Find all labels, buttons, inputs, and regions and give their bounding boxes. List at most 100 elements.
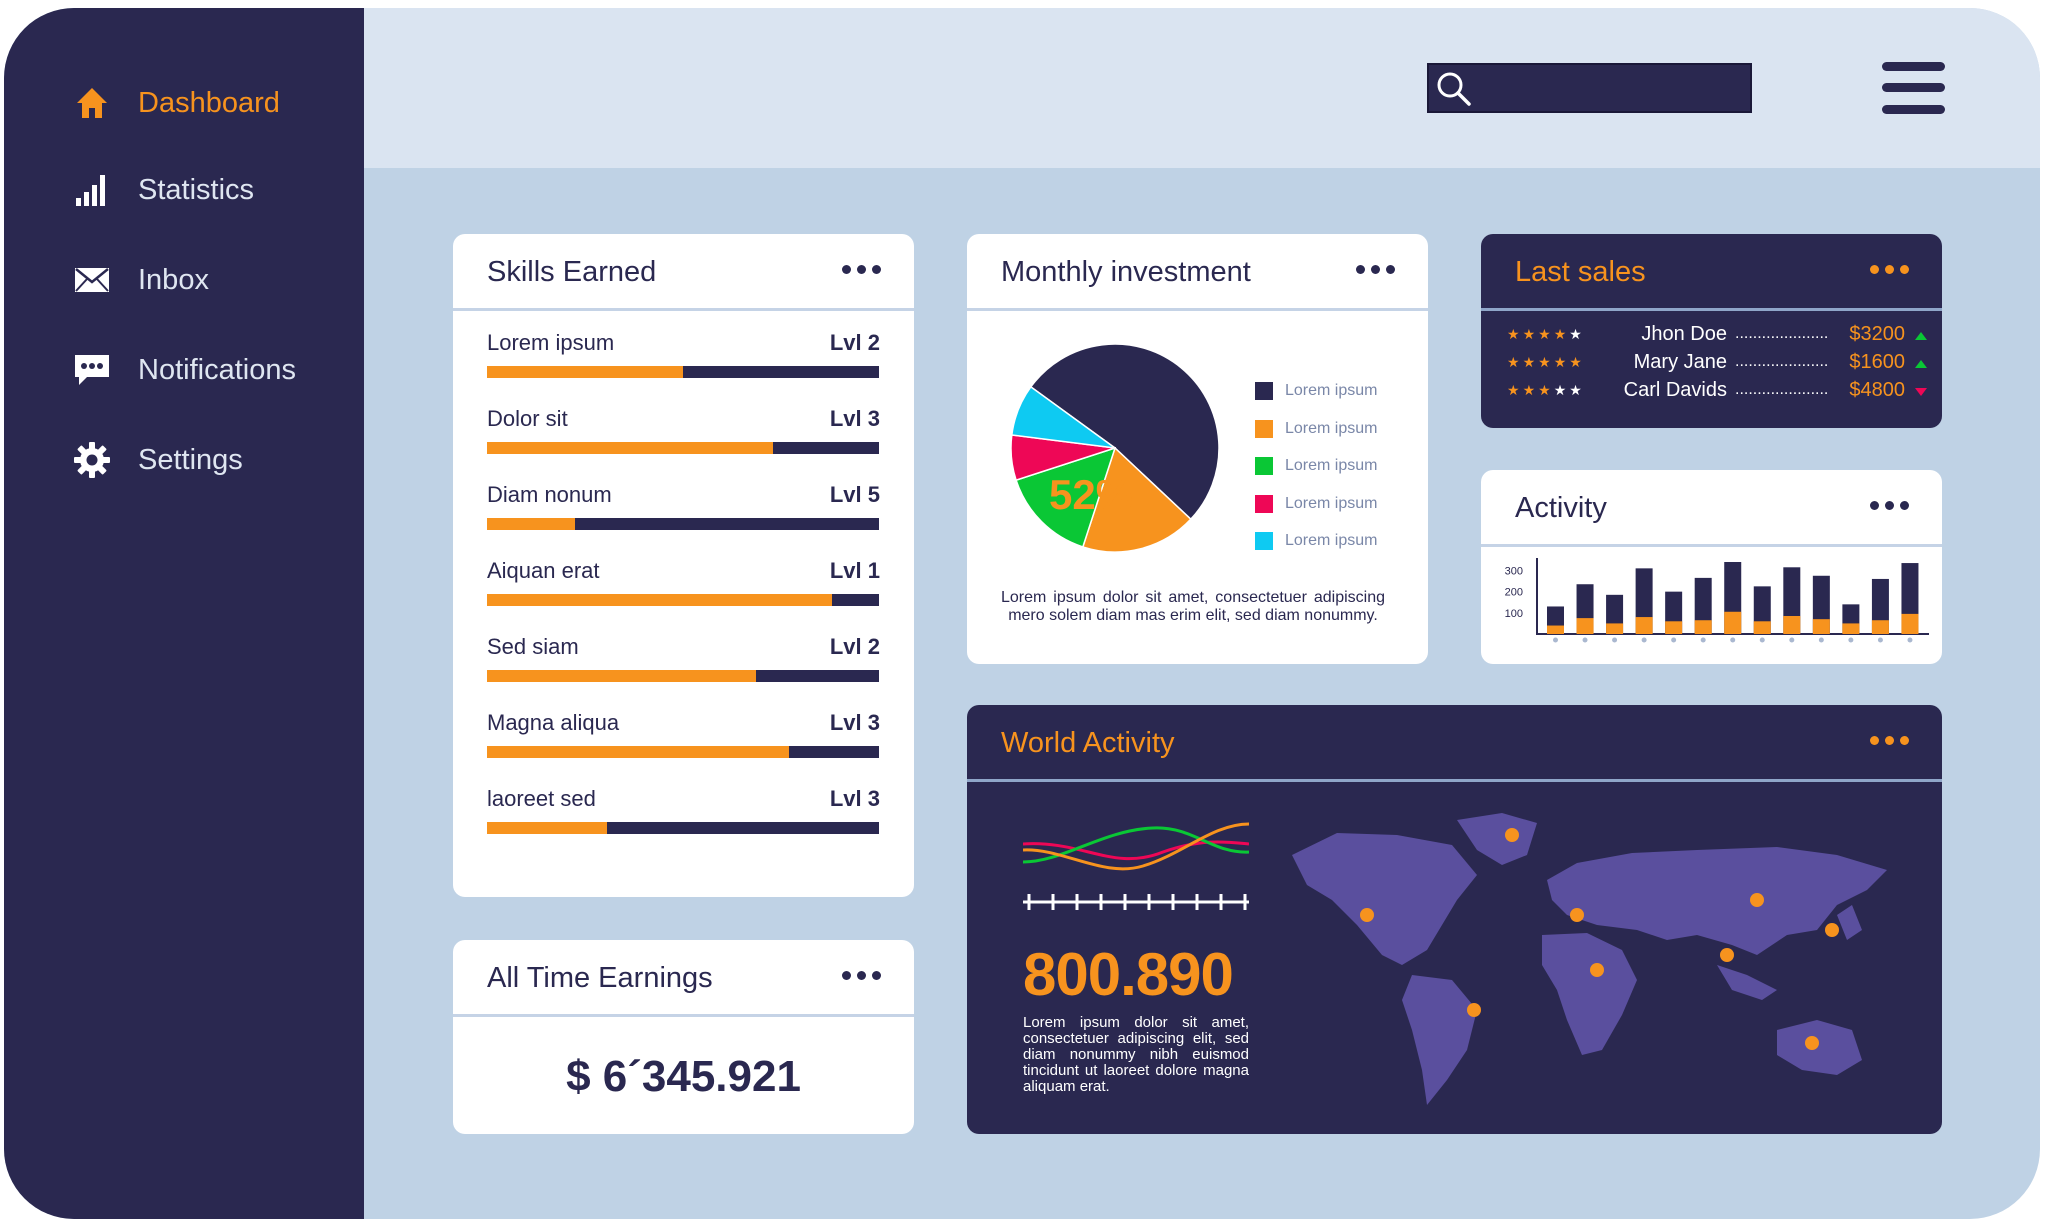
sales-row[interactable]: ★★★★★ Jhon Doe..................... $3200 — [1507, 320, 1927, 348]
sidebar-item-settings[interactable]: Settings — [72, 435, 243, 485]
x-tick-dot — [1671, 637, 1677, 643]
y-tick-label: 300 — [1505, 565, 1523, 577]
legend-item: Lorem ipsum — [1255, 531, 1377, 551]
activity-bar-segment — [1812, 619, 1830, 634]
activity-bar-segment — [1665, 621, 1683, 634]
skill-level: Lvl 3 — [829, 710, 880, 735]
more-options-icon[interactable] — [1870, 734, 1910, 748]
card-title: Skills Earned — [487, 256, 657, 288]
legend-swatch — [1255, 532, 1273, 550]
activity-bar-segment — [1871, 620, 1889, 634]
top-bar — [364, 8, 2040, 168]
activity-bar-segment — [1724, 611, 1742, 634]
skill-progress-bar — [487, 670, 879, 682]
skill-progress-fill — [487, 518, 576, 530]
star-icon: ★ — [1538, 353, 1554, 370]
legend-swatch — [1255, 494, 1273, 513]
skill-progress-fill — [487, 746, 789, 758]
star-icon: ★ — [1569, 325, 1585, 342]
dot-leader: ..................... — [1735, 353, 1829, 370]
sales-amount: $1600 — [1849, 350, 1905, 373]
legend-label: Lorem ipsum — [1285, 457, 1378, 474]
legend-item: Lorem ipsum — [1255, 456, 1377, 476]
sidebar-item-label: Dashboard — [138, 86, 280, 119]
x-tick-dot — [1641, 637, 1647, 643]
more-options-icon[interactable] — [842, 969, 882, 983]
skills-card: Skills Earned Lorem ipsum Lvl 2 Dolor sit L… — [453, 234, 914, 897]
skill-label: Dolor sit — [487, 406, 568, 431]
skill-label: Diam nonum — [487, 482, 612, 507]
trend-down-icon — [1915, 379, 1927, 402]
trend-up-icon — [1915, 323, 1927, 346]
x-tick-dot — [1907, 637, 1913, 643]
activity-bar-segment — [1547, 625, 1564, 634]
sidebar-item-dashboard[interactable]: Dashboard — [72, 78, 280, 128]
investment-description: Lorem ipsum dolor sit amet, consectetuer… — [1001, 589, 1385, 624]
skill-level: Lvl 2 — [829, 634, 880, 659]
skill-label: laoreet sed — [487, 786, 596, 811]
bar-chart-icon — [72, 170, 112, 210]
star-rating: ★★★★★ — [1507, 354, 1607, 371]
activity-bar-segment — [1783, 616, 1801, 634]
skill-progress-bar — [487, 442, 879, 454]
hamburger-menu-icon[interactable] — [1882, 62, 1945, 116]
x-tick-dot — [1582, 637, 1588, 643]
legend-swatch — [1255, 457, 1273, 475]
sidebar-item-notifications[interactable]: Notifications — [72, 345, 296, 395]
sidebar-item-inbox[interactable]: Inbox — [72, 255, 209, 305]
legend-item: Lorem ipsum — [1255, 419, 1377, 439]
search-input[interactable] — [1427, 63, 1752, 113]
star-icon: ★ — [1538, 381, 1554, 398]
more-options-icon[interactable] — [1870, 499, 1910, 513]
pie-slice — [1081, 446, 1192, 553]
skill-level: Lvl 5 — [829, 482, 880, 507]
skill-label: Lorem ipsum — [487, 330, 615, 355]
activity-bar-chart: 100 200 300 — [1505, 558, 1929, 643]
pie-center-label: 52% — [1049, 471, 1134, 518]
pie-chart — [1010, 343, 1220, 553]
sidebar: Dashboard Statistics Inbox Notifications — [4, 8, 364, 1219]
envelope-icon — [72, 260, 112, 300]
more-options-icon[interactable] — [842, 263, 882, 277]
skill-progress-fill — [487, 366, 683, 378]
activity-bar — [1694, 577, 1712, 634]
investment-card: Monthly investment 52% Lorem ipsum Lorem … — [967, 234, 1428, 664]
sidebar-item-statistics[interactable]: Statistics — [72, 165, 254, 215]
more-options-icon[interactable] — [1870, 263, 1910, 277]
dashboard-frame: Dashboard Statistics Inbox Notifications — [4, 8, 2040, 1219]
legend-label: Lorem ipsum — [1285, 532, 1378, 549]
legend-label: Lorem ipsum — [1285, 382, 1378, 399]
trend-lines-chart — [1023, 822, 1249, 910]
star-icon: ★ — [1569, 381, 1585, 398]
star-icon: ★ — [1553, 381, 1570, 398]
star-icon: ★ — [1522, 325, 1539, 342]
activity-bar-segment — [1901, 613, 1919, 634]
legend-label: Lorem ipsum — [1285, 419, 1378, 437]
more-options-icon[interactable] — [1356, 263, 1396, 277]
earnings-value: $ 6´345.921 — [566, 1052, 801, 1101]
legend-label: Lorem ipsum — [1285, 494, 1378, 512]
star-rating: ★★★★★ — [1507, 326, 1607, 343]
x-tick-dot — [1730, 637, 1736, 643]
activity-card: Activity 100 200 300 — [1481, 470, 1942, 664]
star-icon: ★ — [1538, 325, 1554, 342]
sales-row[interactable]: ★★★★★ Carl Davids..................... $48… — [1507, 376, 1927, 404]
skill-level: Lvl 3 — [829, 786, 880, 811]
legend-swatch — [1255, 382, 1273, 400]
skill-progress-bar — [487, 594, 879, 606]
card-title: Last sales — [1515, 256, 1646, 288]
skill-level: Lvl 1 — [829, 558, 880, 583]
sidebar-item-label: Statistics — [138, 173, 255, 206]
sales-amount: $4800 — [1849, 378, 1905, 401]
chat-bubble-icon — [72, 350, 112, 390]
sales-row[interactable]: ★★★★★ Mary Jane..................... $1600 — [1507, 348, 1927, 376]
card-title: All Time Earnings — [487, 962, 713, 994]
sidebar-item-label: Settings — [138, 443, 243, 476]
sidebar-item-label: Inbox — [138, 263, 209, 296]
x-tick-dot — [1612, 637, 1618, 643]
y-tick-label: 200 — [1505, 587, 1523, 599]
card-title: Activity — [1515, 492, 1607, 524]
world-activity-description: Lorem ipsum dolor sit amet, consectetuer… — [1023, 1014, 1249, 1095]
skill-progress-bar — [487, 822, 879, 834]
home-icon — [72, 83, 112, 123]
